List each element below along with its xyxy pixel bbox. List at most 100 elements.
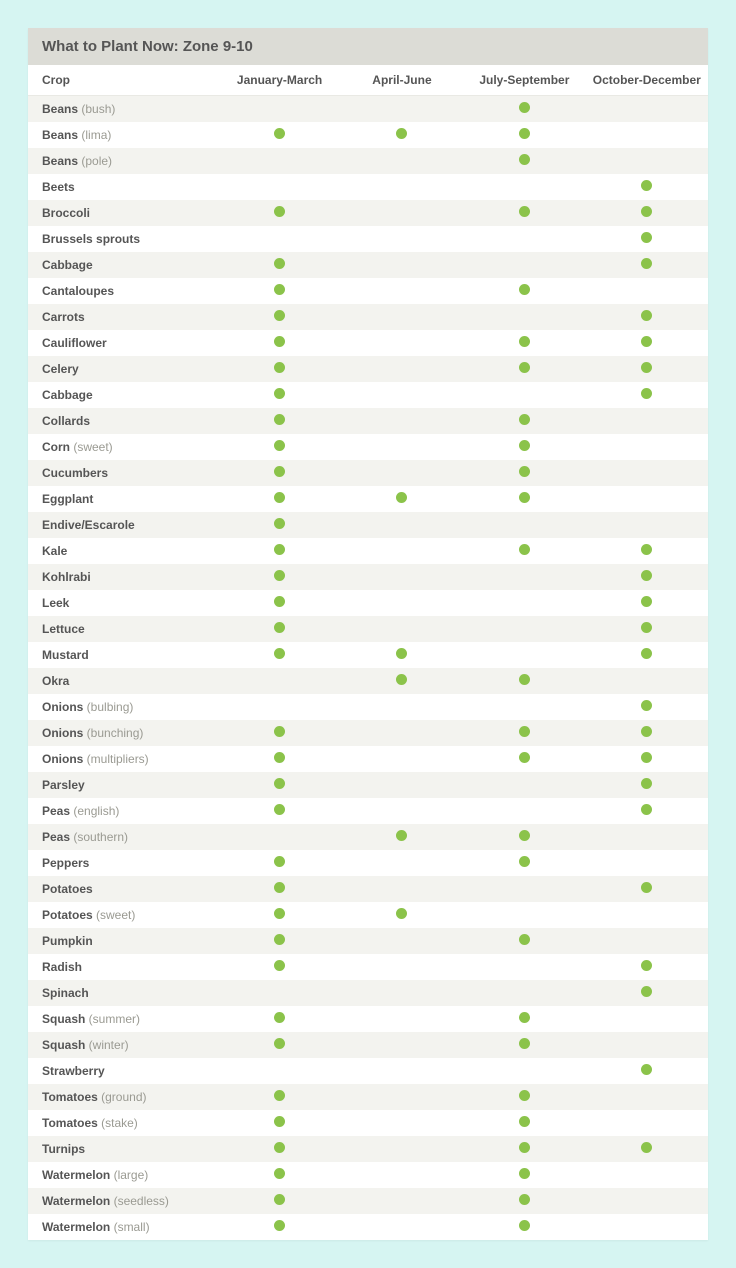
table-header-row: Crop January-March April-June July-Septe… [28,65,708,96]
period-cell [218,200,340,226]
plant-dot-icon [274,934,285,945]
plant-dot-icon [274,804,285,815]
period-cell [218,122,340,148]
plant-dot-icon [641,310,652,321]
period-cell [218,1084,340,1110]
plant-dot-icon [274,414,285,425]
period-cell [463,616,585,642]
period-cell [463,1214,585,1240]
plant-dot-icon [274,570,285,581]
period-cell [586,980,708,1006]
period-cell [463,928,585,954]
period-cell [341,486,463,512]
crop-name: Onions [42,752,83,766]
crop-cell: Watermelon (large) [28,1162,218,1188]
period-cell [586,538,708,564]
period-cell [341,876,463,902]
plant-dot-icon [274,1012,285,1023]
period-cell [586,1058,708,1084]
crop-name: Corn [42,440,70,454]
period-cell [341,616,463,642]
period-cell [463,122,585,148]
period-cell [463,642,585,668]
plant-dot-icon [274,128,285,139]
period-cell [341,460,463,486]
period-cell [463,1058,585,1084]
crop-name: Cauliflower [42,336,107,350]
period-cell [586,96,708,122]
crop-name: Tomatoes [42,1116,98,1130]
period-cell [586,642,708,668]
period-cell [586,850,708,876]
period-cell [218,772,340,798]
crop-cell: Potatoes (sweet) [28,902,218,928]
plant-dot-icon [641,388,652,399]
plant-dot-icon [274,440,285,451]
crop-name: Leek [42,596,69,610]
table-row: Spinach [28,980,708,1006]
planting-chart-card: What to Plant Now: Zone 9-10 Crop Januar… [28,28,708,1240]
plant-dot-icon [519,1012,530,1023]
period-cell [218,928,340,954]
period-cell [463,850,585,876]
crop-name: Peas [42,830,70,844]
plant-dot-icon [274,206,285,217]
crop-cell: Okra [28,668,218,694]
table-row: Onions (bulbing) [28,694,708,720]
period-cell [218,226,340,252]
plant-dot-icon [274,310,285,321]
crop-name: Onions [42,700,83,714]
table-row: Endive/Escarole [28,512,708,538]
table-row: Potatoes (sweet) [28,902,708,928]
crop-name: Mustard [42,648,89,662]
period-cell [463,694,585,720]
table-row: Collards [28,408,708,434]
period-cell [341,148,463,174]
plant-dot-icon [274,856,285,867]
period-cell [341,382,463,408]
crop-cell: Tomatoes (ground) [28,1084,218,1110]
crop-cell: Cabbage [28,252,218,278]
period-cell [218,330,340,356]
period-cell [463,278,585,304]
period-cell [218,408,340,434]
plant-dot-icon [641,804,652,815]
period-cell [341,304,463,330]
period-cell [463,148,585,174]
plant-dot-icon [274,778,285,789]
crop-cell: Peppers [28,850,218,876]
period-cell [463,668,585,694]
plant-dot-icon [274,908,285,919]
period-cell [463,564,585,590]
crop-variant: (english) [70,804,119,818]
table-row: Beans (lima) [28,122,708,148]
crop-cell: Carrots [28,304,218,330]
plant-dot-icon [519,336,530,347]
period-cell [586,954,708,980]
table-row: Watermelon (small) [28,1214,708,1240]
period-cell [463,1006,585,1032]
plant-dot-icon [274,1142,285,1153]
period-cell [586,304,708,330]
plant-dot-icon [274,960,285,971]
period-cell [218,148,340,174]
plant-dot-icon [641,180,652,191]
crop-cell: Turnips [28,1136,218,1162]
period-cell [218,1188,340,1214]
period-cell [586,1110,708,1136]
period-cell [586,928,708,954]
plant-dot-icon [274,882,285,893]
plant-dot-icon [274,492,285,503]
plant-dot-icon [519,154,530,165]
period-cell [218,850,340,876]
period-cell [218,980,340,1006]
plant-dot-icon [641,596,652,607]
period-cell [586,824,708,850]
period-cell [341,330,463,356]
period-cell [586,174,708,200]
crop-variant: (sweet) [93,908,136,922]
crop-variant: (summer) [85,1012,140,1026]
period-cell [586,798,708,824]
crop-name: Watermelon [42,1168,110,1182]
period-cell [341,850,463,876]
